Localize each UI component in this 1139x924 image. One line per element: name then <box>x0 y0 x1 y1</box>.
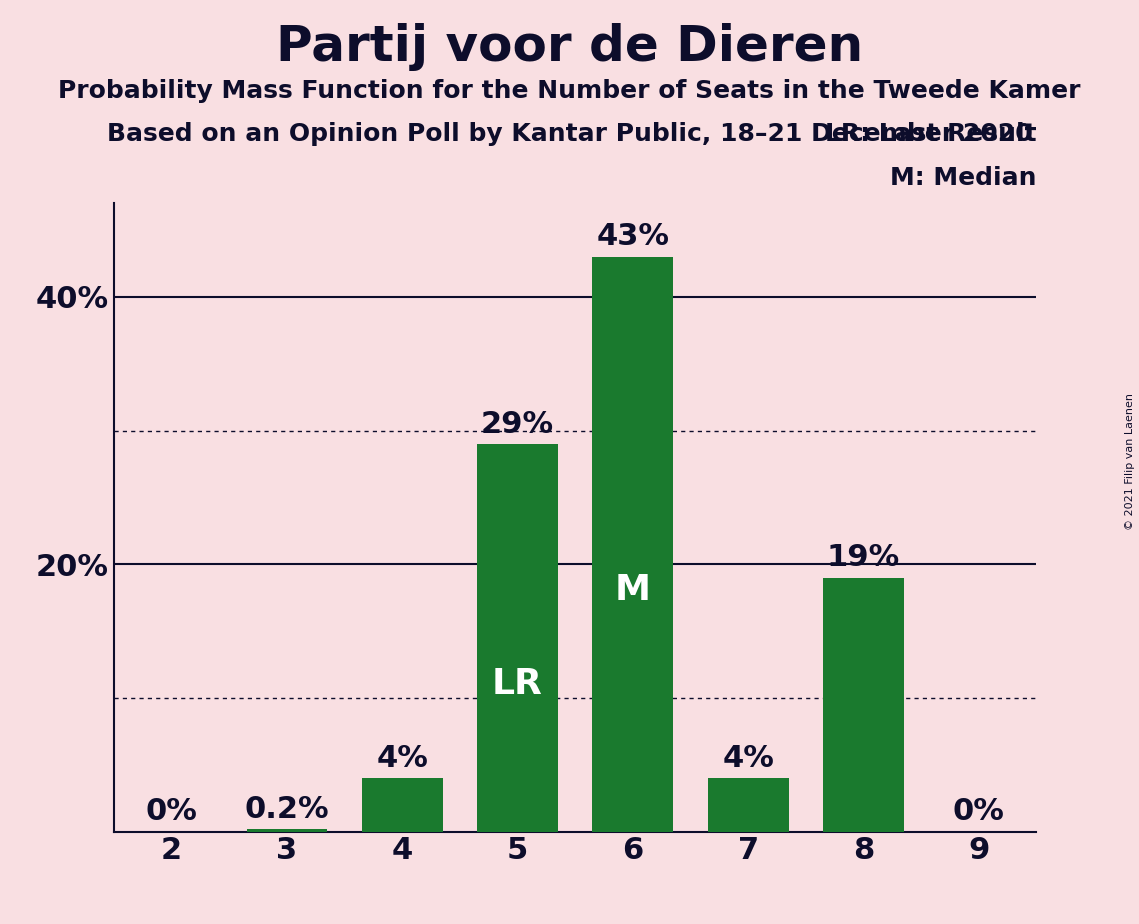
Bar <box>246 829 327 832</box>
Text: 4%: 4% <box>376 744 428 772</box>
Text: LR: LR <box>492 667 543 701</box>
Text: 29%: 29% <box>481 409 554 439</box>
Text: 0%: 0% <box>146 797 197 826</box>
Bar <box>477 444 558 832</box>
Text: 19%: 19% <box>827 543 900 572</box>
Text: Probability Mass Function for the Number of Seats in the Tweede Kamer: Probability Mass Function for the Number… <box>58 79 1081 103</box>
Text: M: M <box>615 573 650 607</box>
Text: 43%: 43% <box>597 223 670 251</box>
Text: 0%: 0% <box>953 797 1005 826</box>
Text: 0.2%: 0.2% <box>245 795 329 823</box>
Bar <box>362 778 443 832</box>
Text: 4%: 4% <box>722 744 775 772</box>
Text: Partij voor de Dieren: Partij voor de Dieren <box>276 23 863 71</box>
Text: © 2021 Filip van Laenen: © 2021 Filip van Laenen <box>1125 394 1134 530</box>
Bar <box>592 257 673 832</box>
Text: M: Median: M: Median <box>890 165 1036 189</box>
Bar <box>707 778 788 832</box>
Text: LR: Last Result: LR: Last Result <box>825 122 1036 146</box>
Text: Based on an Opinion Poll by Kantar Public, 18–21 December 2020: Based on an Opinion Poll by Kantar Publi… <box>107 122 1032 146</box>
Bar <box>823 578 904 832</box>
